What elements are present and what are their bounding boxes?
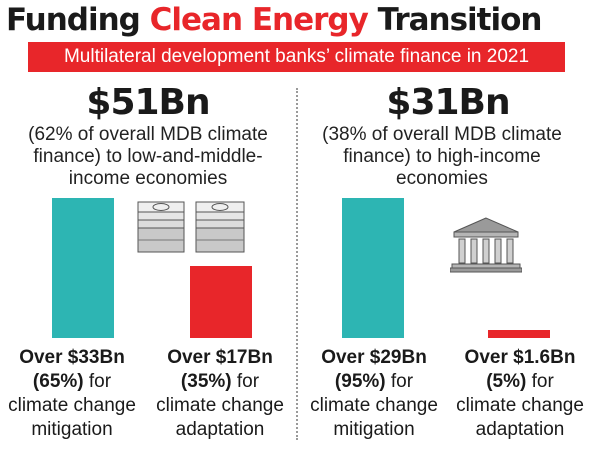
bar-mitigation bbox=[52, 198, 114, 338]
caption-for: for bbox=[83, 371, 112, 392]
panel-description: (38% of overall MDB climate finance) to … bbox=[322, 124, 562, 189]
title-accent: Clean Energy bbox=[149, 2, 369, 38]
caption-line4: mitigation bbox=[31, 419, 113, 440]
bar-adaptation bbox=[190, 266, 252, 338]
panel-divider bbox=[296, 88, 298, 440]
subtitle-banner: Multilateral development banks’ climate … bbox=[28, 42, 565, 72]
caption-value: Over $17Bn bbox=[167, 347, 273, 368]
page-title: Funding Clean Energy Transition bbox=[6, 0, 596, 40]
caption-percent: (95%) bbox=[334, 371, 386, 392]
caption-adaptation: Over $17Bn (35%) for climate change adap… bbox=[152, 346, 288, 442]
caption-line3: climate change bbox=[156, 395, 284, 416]
cash-stack-2 bbox=[195, 201, 245, 253]
bar-mitigation bbox=[342, 198, 404, 338]
title-part1: Funding bbox=[6, 2, 150, 38]
panel-amount: $31Bn bbox=[386, 82, 510, 123]
caption-value: Over $29Bn bbox=[321, 347, 427, 368]
caption-for: for bbox=[526, 371, 554, 392]
panel-description: (62% of overall MDB climate finance) to … bbox=[28, 124, 268, 189]
caption-line4: adaptation bbox=[475, 419, 565, 440]
cash-stack-icon bbox=[137, 201, 245, 253]
caption-line3: climate change bbox=[310, 395, 438, 416]
panel-low-middle-income: $51Bn (62% of overall MDB climate financ… bbox=[0, 80, 296, 449]
title-part2: Transition bbox=[367, 2, 543, 38]
panel-high-income: $31Bn (38% of overall MDB climate financ… bbox=[300, 80, 596, 449]
caption-line3: climate change bbox=[456, 395, 584, 416]
caption-for: for bbox=[231, 371, 260, 392]
bar-adaptation bbox=[488, 330, 550, 338]
caption-value: Over $33Bn bbox=[19, 347, 125, 368]
caption-mitigation: Over $29Bn (95%) for climate change miti… bbox=[302, 346, 446, 442]
caption-line4: adaptation bbox=[175, 419, 265, 440]
caption-mitigation: Over $33Bn (65%) for climate change miti… bbox=[4, 346, 140, 442]
caption-value: Over $1.6Bn bbox=[464, 347, 576, 368]
caption-for: for bbox=[385, 371, 414, 392]
caption-adaptation: Over $1.6Bn (5%) for climate change adap… bbox=[448, 346, 592, 442]
bank-building-icon bbox=[450, 217, 522, 273]
panel-amount: $51Bn bbox=[86, 82, 210, 123]
cash-stack-1 bbox=[137, 201, 185, 253]
caption-percent: (5%) bbox=[486, 371, 527, 392]
caption-line3: climate change bbox=[8, 395, 136, 416]
caption-percent: (65%) bbox=[32, 371, 84, 392]
caption-percent: (35%) bbox=[180, 371, 232, 392]
caption-line4: mitigation bbox=[333, 419, 415, 440]
